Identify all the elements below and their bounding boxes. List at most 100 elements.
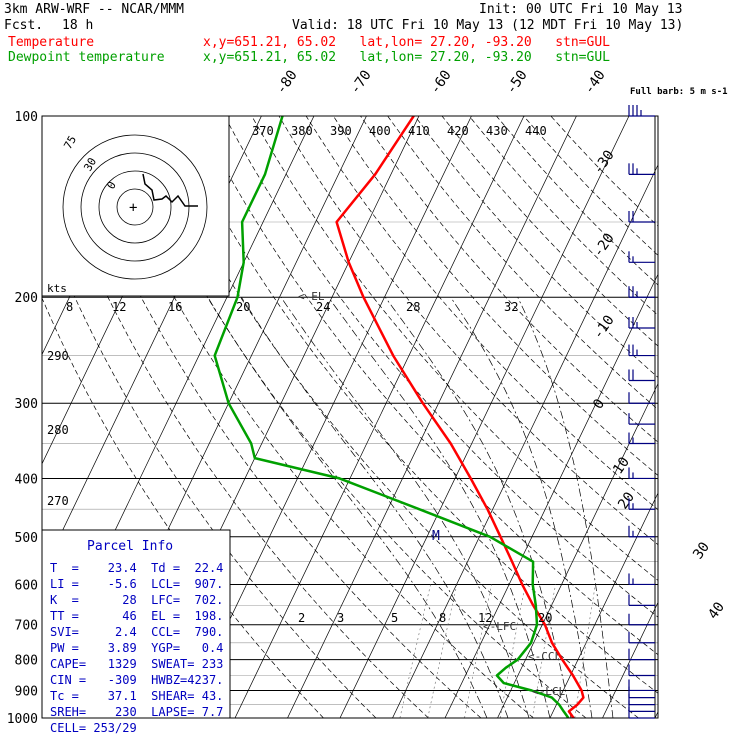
wind-legend: Full barb: 5 m s-1 — [630, 87, 728, 97]
mixing-ratio-label: 2 — [298, 611, 305, 625]
moist-adiabat — [241, 297, 509, 718]
isotherm-label: -50 — [503, 67, 531, 97]
el-marker: <-EL — [298, 290, 325, 303]
parcel-info-row: CAPE= 1329 SWEAT= 233 — [50, 657, 224, 671]
theta-label: 440 — [525, 124, 547, 138]
dry-adiabat — [550, 116, 658, 227]
plot-frame — [41, 115, 659, 719]
parcel-info-row: K = 28 LFC= 702. — [50, 593, 224, 607]
isotherm-label: -60 — [427, 67, 455, 97]
parcel-info-row: LI = -5.6 LCL= 907. — [50, 577, 224, 591]
model-title: 3km ARW-WRF -- NCAR/MMM — [4, 2, 185, 17]
wind-barb — [628, 679, 655, 692]
pressure-tick-label: 900 — [15, 684, 38, 699]
dry-adiabat — [169, 116, 658, 694]
dry-adiabat — [333, 116, 658, 476]
dry-adiabat — [251, 116, 658, 581]
forecast-hour: 18 h — [62, 18, 94, 33]
hodograph-ring-label: 30 — [81, 156, 99, 174]
isotherm-label: -80 — [273, 67, 301, 97]
wind-barb — [628, 700, 655, 712]
wind-barb — [628, 344, 655, 357]
hodograph-speed-label: 8 — [66, 300, 73, 314]
wind-barb — [628, 525, 655, 538]
isotherm-label: -40 — [581, 67, 609, 97]
pressure-tick-label: 200 — [15, 291, 38, 306]
hodograph-ring — [62, 134, 208, 280]
mixing-ratio-line — [499, 584, 526, 718]
wind-barb — [628, 317, 655, 329]
init-time: Init: 00 UTC Fri 10 May 13 — [479, 2, 683, 17]
dry-adiabat — [60, 116, 482, 718]
forecast-label: Fcst. — [4, 18, 44, 33]
hodograph-ring-label: 75 — [61, 134, 79, 152]
pressure-tick-label: 1000 — [7, 712, 38, 727]
parcel-info-row: SREH= 230 LAPSE= 7.7 — [50, 705, 224, 719]
temperature-line — [335, 116, 585, 718]
lfc-marker: <-LFC — [483, 620, 516, 633]
hodograph-unit-label: kts — [47, 282, 67, 295]
dewpoint-line — [213, 116, 570, 718]
isotherm-label: 30 — [690, 539, 713, 562]
theta-label: 370 — [252, 124, 274, 138]
ccl-marker: <-CCL — [528, 650, 561, 663]
isotherm-label: -20 — [590, 230, 618, 260]
parcel-info-row: CIN = -309 HWBZ=4237. — [50, 673, 224, 687]
mixing-ratio-label: 3 — [337, 611, 344, 625]
isotherm-label: -30 — [590, 147, 618, 177]
parcel-info-row: PW = 3.89 YGP= 0.4 — [50, 641, 224, 655]
valid-time: Valid: 18 UTC Fri 10 May 13 (12 MDT Fri … — [292, 18, 684, 33]
wind-barb — [628, 631, 655, 644]
moist-adiabat — [517, 297, 614, 718]
dewpoint-legend-label: Dewpoint temperature — [8, 50, 165, 65]
wind-barb — [628, 432, 655, 445]
temperature-legend-label: Temperature — [8, 35, 95, 50]
isotherm-label: -10 — [590, 312, 618, 342]
dry-adiabat — [360, 116, 658, 443]
isotherm-label: 10 — [610, 454, 633, 477]
hodograph-ring — [80, 152, 190, 262]
moist-adiabat — [450, 297, 593, 718]
pressure-tick-label: 400 — [15, 472, 38, 487]
parcel-info-row: Tc = 37.1 SHEAR= 43. — [50, 689, 224, 703]
theta-label: 400 — [369, 124, 391, 138]
mixing-ratio-line — [399, 584, 431, 718]
pressure-tick-label: 300 — [15, 397, 38, 412]
isotherm-line — [549, 492, 658, 718]
isotherm-line — [708, 116, 740, 718]
hodograph-speed-label: 28 — [406, 300, 420, 314]
isotherm-label: 20 — [615, 489, 638, 512]
pressure-tick-label: 100 — [15, 110, 38, 125]
isotherm-line — [339, 116, 630, 718]
dry-adiabat — [196, 116, 658, 656]
hodograph-ring — [98, 170, 172, 244]
wind-barb — [628, 613, 655, 626]
theta-label: 430 — [486, 124, 508, 138]
wind-barb — [628, 648, 655, 661]
hodograph-speed-label: 12 — [112, 300, 126, 314]
isotherm-line — [602, 601, 658, 718]
dry-adiabat — [42, 218, 377, 718]
wind-barb — [628, 286, 655, 298]
lcl-marker: <-LCL — [532, 685, 565, 698]
hodograph-speed-label: 32 — [504, 300, 518, 314]
dewpoint-location: x,y=651.21, 65.02 lat,lon= 27.20, -93.20… — [203, 50, 610, 65]
dry-adiabat — [305, 116, 658, 511]
parcel-info-row: T = 23.4 Td = 22.4 — [50, 561, 224, 575]
theta-label: 420 — [447, 124, 469, 138]
moist-adiabat — [385, 296, 572, 718]
isotherm-label: 40 — [705, 599, 728, 622]
wind-barb — [628, 211, 655, 223]
wind-barb — [628, 392, 655, 404]
theta-label: 390 — [330, 124, 352, 138]
hodograph-speed-label: 20 — [236, 300, 250, 314]
moist-adiabat — [280, 297, 530, 718]
wind-barb — [628, 573, 655, 586]
moist-adiabat — [328, 296, 551, 718]
parcel-info-row: CELL= 253/29 — [50, 721, 137, 735]
pressure-tick-label: 600 — [15, 578, 38, 593]
freezing-level-marker: M — [432, 529, 440, 544]
mixing-ratio-line — [574, 584, 596, 718]
theta-label: 280 — [47, 423, 69, 437]
wind-barb — [628, 498, 655, 510]
